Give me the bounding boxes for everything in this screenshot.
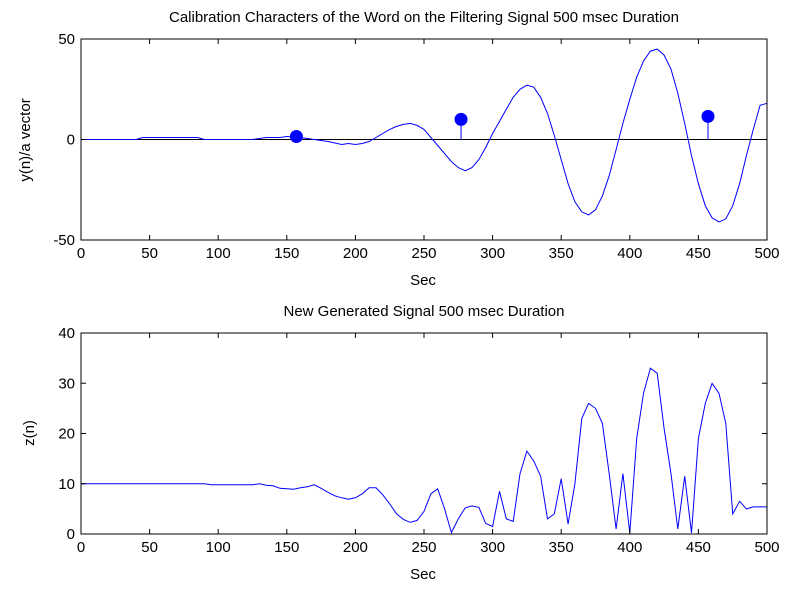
y-tick-label: 50 xyxy=(58,31,75,48)
x-tick-label: 100 xyxy=(206,245,231,262)
series-line-0 xyxy=(81,48,768,223)
x-tick-label: 100 xyxy=(206,539,231,556)
x-tick-label: 300 xyxy=(480,245,505,262)
x-axis-label: Sec xyxy=(410,566,436,583)
x-tick-label: 500 xyxy=(754,245,779,262)
x-tick-label: 400 xyxy=(617,539,642,556)
y-tick-label: 0 xyxy=(67,132,75,149)
x-tick-label: 400 xyxy=(617,245,642,262)
y-axis-label: y(n)/a vector xyxy=(17,98,34,181)
stem-head xyxy=(289,129,303,143)
x-axis-label: Sec xyxy=(410,272,436,289)
chart-ticks: 0 50 100 150 200 250 300 350 400 450 500 0 10 20 30 40 xyxy=(58,325,779,556)
y-tick-label: 40 xyxy=(58,325,75,342)
stem-head xyxy=(454,112,468,126)
x-tick-label: 200 xyxy=(343,245,368,262)
y-tick-label: 30 xyxy=(58,375,75,392)
stem-marker-0 xyxy=(289,129,303,143)
x-tick-label: 350 xyxy=(549,245,574,262)
chart-marks xyxy=(81,367,767,534)
chart-title: New Generated Signal 500 msec Duration xyxy=(284,303,565,320)
series-line-0 xyxy=(81,367,767,534)
x-tick-label: 450 xyxy=(686,539,711,556)
plot-frame xyxy=(80,332,768,535)
stem-marker-2 xyxy=(701,109,715,140)
chart-marks xyxy=(81,48,768,223)
y-tick-label: 10 xyxy=(58,476,75,493)
x-tick-label: 250 xyxy=(411,539,436,556)
y-axis-label: z(n) xyxy=(21,420,38,446)
stem-marker-1 xyxy=(454,112,468,140)
stem-head xyxy=(701,109,715,123)
x-tick-label: 0 xyxy=(77,245,85,262)
x-tick-label: 250 xyxy=(411,245,436,262)
y-tick-label: -50 xyxy=(53,232,75,249)
x-tick-label: 50 xyxy=(141,539,158,556)
x-tick-label: 0 xyxy=(77,539,85,556)
x-tick-label: 500 xyxy=(754,539,779,556)
x-tick-label: 450 xyxy=(686,245,711,262)
y-tick-label: 20 xyxy=(58,426,75,443)
x-tick-label: 350 xyxy=(549,539,574,556)
generated-signal-chart: New Generated Signal 500 msec Duration z… xyxy=(21,303,780,583)
x-tick-label: 150 xyxy=(274,245,299,262)
x-tick-label: 300 xyxy=(480,539,505,556)
y-tick-label: 0 xyxy=(67,526,75,543)
calibration-chart: Calibration Characters of the Word on th… xyxy=(17,9,780,289)
x-tick-label: 150 xyxy=(274,539,299,556)
chart-title: Calibration Characters of the Word on th… xyxy=(169,9,679,26)
x-tick-label: 200 xyxy=(343,539,368,556)
x-tick-label: 50 xyxy=(141,245,158,262)
